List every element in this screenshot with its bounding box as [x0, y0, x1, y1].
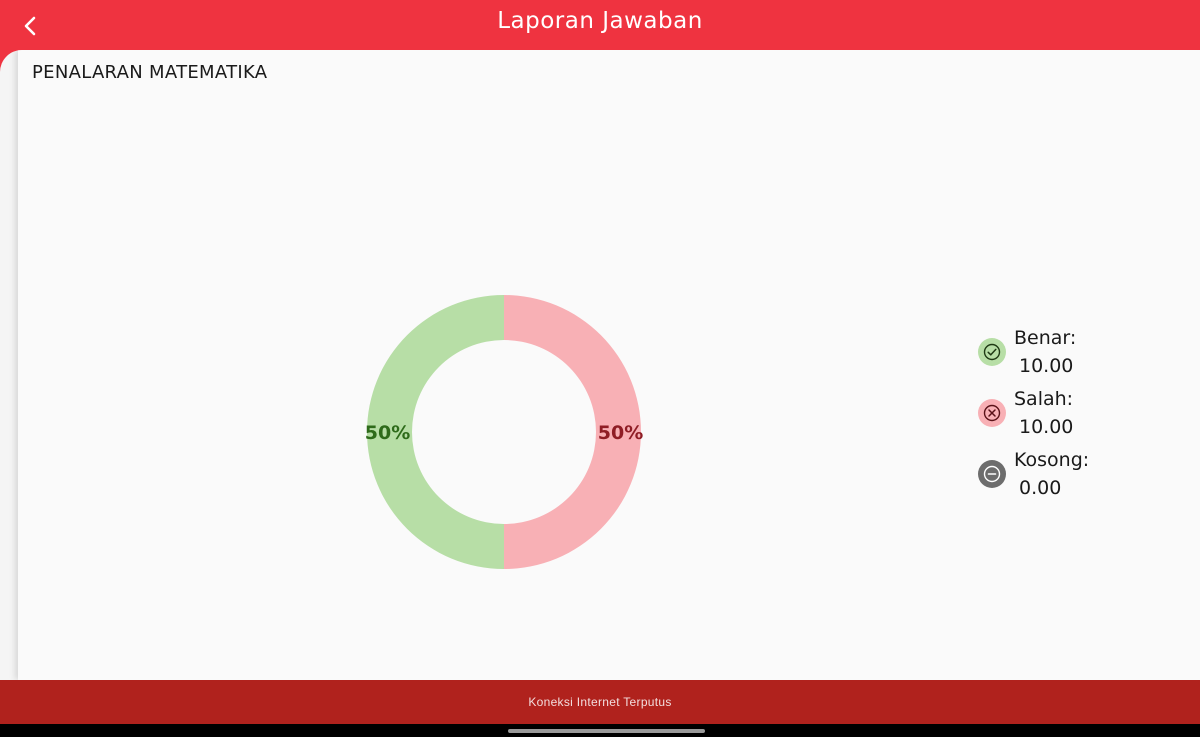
chart-legend: Benar: 10.00 Salah: 10.00 — [978, 326, 1178, 509]
system-nav-bar — [0, 724, 1200, 737]
minus-circle-icon — [983, 465, 1001, 483]
legend-label: Benar: — [1014, 327, 1077, 349]
legend-item-benar: Benar: 10.00 — [978, 326, 1178, 387]
connection-status-bar: Koneksi Internet Terputus — [0, 680, 1200, 724]
status-text: Koneksi Internet Terputus — [528, 695, 672, 709]
donut-slice-benar — [367, 295, 504, 569]
legend-icon-wrapper — [978, 399, 1006, 427]
home-indicator[interactable] — [508, 729, 705, 733]
report-content: PENALARAN MATEMATIKA 50% 50% Benar: 10.00 — [18, 50, 1200, 680]
legend-value: 0.00 — [1019, 477, 1062, 499]
slice-label-salah: 50% — [598, 422, 643, 444]
report-card: PENALARAN MATEMATIKA 50% 50% Benar: 10.00 — [0, 50, 1200, 680]
answer-donut-chart: 50% 50% — [365, 295, 643, 569]
legend-label: Kosong: — [1014, 449, 1090, 471]
back-button[interactable] — [14, 10, 46, 42]
legend-value: 10.00 — [1019, 416, 1074, 438]
check-circle-icon — [983, 343, 1001, 361]
slice-label-benar: 50% — [365, 422, 410, 444]
legend-label: Salah: — [1014, 388, 1074, 410]
app-bar: Laporan Jawaban — [0, 0, 1200, 52]
section-title: PENALARAN MATEMATIKA — [32, 62, 268, 83]
legend-item-kosong: Kosong: 0.00 — [978, 448, 1178, 509]
page-title: Laporan Jawaban — [497, 8, 703, 34]
legend-icon-wrapper — [978, 460, 1006, 488]
donut-slice-salah — [504, 295, 641, 569]
legend-icon-wrapper — [978, 338, 1006, 366]
legend-value: 10.00 — [1019, 355, 1074, 377]
x-circle-icon — [983, 404, 1001, 422]
legend-item-salah: Salah: 10.00 — [978, 387, 1178, 448]
chevron-left-icon — [24, 16, 36, 36]
